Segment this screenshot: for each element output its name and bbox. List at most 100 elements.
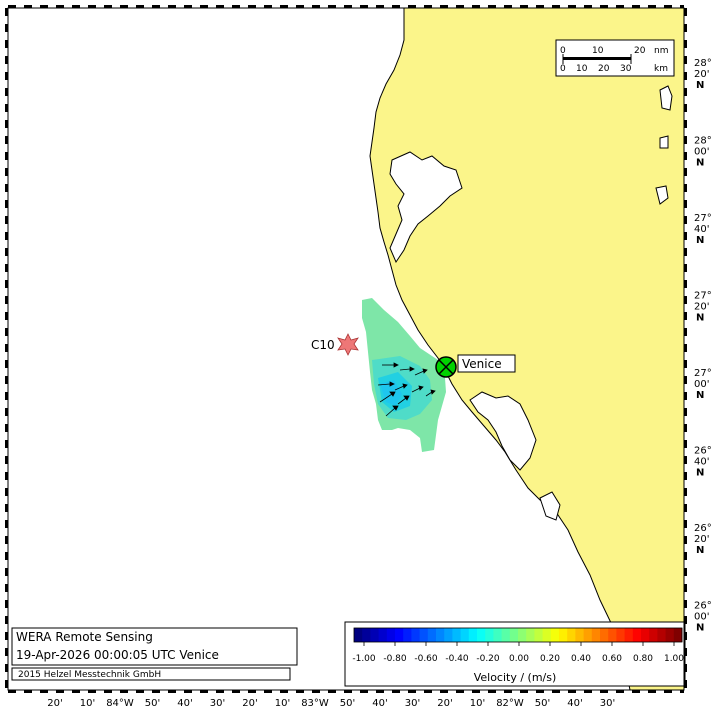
- longitude-label: 10': [275, 698, 290, 709]
- svg-text:00': 00': [694, 612, 709, 623]
- latitude-label: 27°20'N: [694, 291, 712, 324]
- lake-spot-3: [659, 135, 669, 149]
- scale-nm-20: 20: [634, 46, 646, 56]
- svg-text:N: N: [696, 390, 704, 401]
- latitude-label: 26°20'N: [694, 523, 712, 556]
- c10-star-icon[interactable]: [337, 333, 359, 356]
- lake-spot-2: [655, 185, 669, 205]
- lake-spot: [659, 85, 673, 111]
- scale-km-10: 10: [576, 64, 588, 74]
- longitude-label: 40': [372, 698, 387, 709]
- colorbar-cell: [600, 628, 609, 642]
- colorbar-cell: [452, 628, 462, 642]
- info-copyright: 2015 Helzel Messtechnik GmbH: [18, 670, 161, 680]
- svg-text:00': 00': [694, 147, 709, 158]
- colorbar-tick-label: 1.00: [664, 654, 684, 664]
- svg-text:00': 00': [694, 379, 709, 390]
- colorbar-cell: [444, 628, 453, 642]
- colorbar-cell: [559, 628, 568, 642]
- colorbar-cell: [493, 628, 503, 642]
- colorbar-tick-label: -1.00: [352, 654, 376, 664]
- colorbar-tick-label: 0.80: [633, 654, 653, 664]
- svg-text:26°: 26°: [694, 523, 712, 534]
- svg-text:26°: 26°: [694, 601, 712, 612]
- colorbar-cell: [411, 628, 421, 642]
- longitude-label: 30': [600, 698, 615, 709]
- c10-label: C10: [311, 338, 335, 352]
- longitude-label: 20': [242, 698, 257, 709]
- longitude-label: 40': [567, 698, 582, 709]
- latitude-label: 28°00'N: [694, 136, 712, 169]
- longitude-label: 40': [177, 698, 192, 709]
- colorbar-cell: [419, 628, 429, 642]
- venice-label-box: [457, 354, 516, 373]
- svg-text:N: N: [696, 235, 704, 246]
- colorbar-cell: [485, 628, 494, 642]
- colorbar-cell: [649, 628, 658, 642]
- tampa-bay: [389, 151, 463, 264]
- longitude-label: 50': [145, 698, 160, 709]
- longitude-label: 30': [210, 698, 225, 709]
- latitude-label: 27°00'N: [694, 368, 712, 401]
- estero-bay: [539, 491, 561, 521]
- colorbar-cell: [665, 628, 675, 642]
- colorbar-tick-label: -0.20: [476, 654, 500, 664]
- longitude-label: 83°W: [301, 698, 329, 709]
- svg-text:N: N: [696, 313, 704, 324]
- colorbar-cell: [673, 628, 683, 642]
- venice-station-icon[interactable]: [435, 356, 457, 378]
- colorbar-cell: [608, 628, 617, 642]
- scale-km-20: 20: [598, 64, 610, 74]
- colorbar-cell: [632, 628, 642, 642]
- svg-text:27°: 27°: [694, 291, 712, 302]
- svg-text:20': 20': [694, 302, 709, 313]
- longitude-label: 10': [470, 698, 485, 709]
- colorbar-cell: [477, 628, 486, 642]
- current-vectors: [377, 362, 436, 417]
- scale-nm-10: 10: [592, 46, 604, 56]
- colorbar-cell: [583, 628, 593, 642]
- scale-nm-0: 0: [560, 46, 566, 56]
- svg-text:N: N: [696, 158, 704, 169]
- colorbar-cell: [526, 628, 535, 642]
- svg-text:40': 40': [694, 457, 709, 468]
- longitude-label: 20': [47, 698, 62, 709]
- colorbar-cell: [657, 628, 667, 642]
- longitude-label: 84°W: [106, 698, 134, 709]
- svg-text:N: N: [696, 545, 704, 556]
- colorbar-cell: [436, 628, 445, 642]
- colorbar-cell: [354, 628, 363, 642]
- latitude-label: 28°20'N: [694, 58, 712, 91]
- colorbar-cell: [370, 628, 380, 642]
- longitude-label: 50': [340, 698, 355, 709]
- svg-text:N: N: [696, 468, 704, 479]
- svg-text:40': 40': [694, 224, 709, 235]
- colorbar-tick-label: -0.80: [383, 654, 407, 664]
- latitude-label: 27°40'N: [694, 213, 712, 246]
- colorbar-cell: [550, 628, 560, 642]
- colorbar-cell: [591, 628, 601, 642]
- colorbar-tick-label: 0.40: [571, 654, 591, 664]
- longitude-label: 50': [535, 698, 550, 709]
- colorbar-cell: [567, 628, 576, 642]
- longitude-label: 30': [405, 698, 420, 709]
- colorbar-cell: [575, 628, 585, 642]
- colorbar-label: Velocity / (m/s): [474, 671, 557, 684]
- latitude-labels: 28°20'N28°00'N27°40'N27°20'N27°00'N26°40…: [694, 58, 712, 634]
- colorbar-cell: [641, 628, 650, 642]
- info-timestamp: 19-Apr-2026 00:00:05 UTC Venice: [16, 648, 219, 662]
- colorbar-cell: [542, 628, 552, 642]
- svg-text:20': 20': [694, 534, 709, 545]
- colorbar-tick-label: -0.40: [445, 654, 469, 664]
- svg-text:N: N: [696, 623, 704, 634]
- colorbar-cell: [362, 628, 371, 642]
- svg-text:N: N: [696, 80, 704, 91]
- colorbar-tick-label: 0.60: [602, 654, 622, 664]
- latitude-label: 26°40'N: [694, 446, 712, 479]
- longitude-label: 20': [437, 698, 452, 709]
- latitude-label: 26°00'N: [694, 601, 712, 634]
- colorbar-cell: [386, 628, 396, 642]
- colorbar-cell: [378, 628, 388, 642]
- colorbar-cell: [501, 628, 511, 642]
